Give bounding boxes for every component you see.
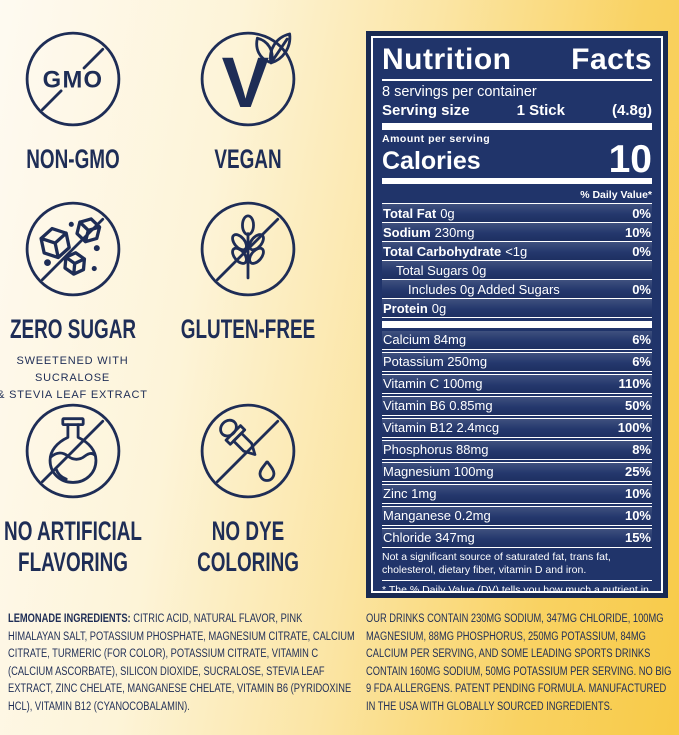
nutrient-row: Total Sugars 0g (382, 261, 652, 280)
nutrient-name: Sodium (383, 224, 431, 240)
mineral-row: Manganese 0.2mg 10% (382, 505, 652, 526)
nutrient-amount: Includes 0g Added Sugars (408, 281, 560, 297)
nutrient-daily-value: 0% (632, 243, 651, 259)
svg-text:V: V (221, 43, 269, 123)
electrolyte-claims-paragraph: OUR DRINKS CONTAIN 230MG SODIUM, 347MG C… (366, 613, 672, 713)
mineral-name: Potassium 250mg (383, 354, 488, 369)
mineral-daily-value: 110% (618, 376, 651, 391)
mineral-daily-value: 25% (624, 464, 651, 479)
mineral-rows: Calcium 84mg 6% Potassium 250mg 6% Vitam… (382, 330, 652, 548)
panel-title: Nutrition Facts (382, 43, 652, 81)
mineral-daily-value: 10% (624, 486, 651, 501)
badge-row-2: ZERO SUGAR SWEETENED WITH SUCRALOSE & ST… (0, 198, 370, 404)
badge-label: VEGAN (213, 144, 282, 174)
mineral-name: Vitamin B12 2.4mcg (383, 420, 500, 435)
mineral-name: Manganese 0.2mg (383, 508, 491, 523)
serving-size-row: Serving size 1 Stick (4.8g) (382, 101, 652, 120)
mineral-row: Calcium 84mg 6% (382, 330, 652, 350)
dropper-crossed-icon (200, 403, 295, 499)
nutrient-row: Protein 0g (382, 299, 652, 318)
ingredients-text: CITRIC ACID, NATURAL FLAVOR, PINK HIMALA… (8, 613, 355, 713)
nutrient-name: Protein (383, 300, 428, 316)
calories-value: 10 (608, 137, 652, 181)
serving-size-weight: (4.8g) (611, 102, 652, 119)
calories-label: Calories (382, 146, 481, 175)
daily-value-header: % Daily Value* (382, 187, 652, 204)
thick-divider (382, 123, 652, 130)
nutrient-amount: Total Sugars 0g (396, 262, 487, 278)
badge-label: ZERO SUGAR (9, 314, 136, 344)
main-rows: Total Fat 0g 0% Sodium 230mg 10% Total Car… (382, 204, 652, 318)
badge-zero-sugar: ZERO SUGAR SWEETENED WITH SUCRALOSE & ST… (0, 198, 160, 404)
badge-non-gmo: GMO NON-GMO (0, 28, 160, 175)
nutrient-row: Sodium 230mg 10% (382, 223, 652, 242)
nutrient-amount: <1g (505, 243, 528, 259)
badge-label: NO ARTIFICIAL FLAVORING (3, 516, 142, 578)
badge-label: NO DYE COLORING (196, 516, 299, 578)
mineral-name: Magnesium 100mg (383, 464, 494, 479)
mineral-daily-value: 10% (624, 508, 651, 523)
thick-divider (382, 321, 652, 328)
mineral-name: Zinc 1mg (383, 486, 437, 501)
sugar-cubes-crossed-icon (25, 201, 120, 297)
badge-vegan: V VEGAN (160, 28, 335, 175)
badge-row-3: NO ARTIFICIAL FLAVORING NO DYE COLORING (0, 400, 370, 578)
svg-text:GMO: GMO (42, 67, 103, 94)
nutrient-daily-value: 10% (624, 224, 651, 240)
nutrient-name: Total Fat (383, 205, 437, 221)
badge-no-artificial-flavoring: NO ARTIFICIAL FLAVORING (0, 400, 160, 578)
mineral-daily-value: 6% (632, 354, 651, 369)
mineral-name: Phosphorus 88mg (383, 442, 489, 457)
mineral-daily-value: 6% (632, 332, 651, 347)
badge-label: GLUTEN-FREE (180, 314, 315, 344)
mineral-name: Calcium 84mg (383, 332, 467, 347)
wheat-crossed-icon (200, 201, 295, 297)
mineral-row: Vitamin B12 2.4mcg 100% (382, 417, 652, 438)
nutrient-amount: 230mg (434, 224, 475, 240)
mineral-name: Chloride 347mg (383, 530, 475, 545)
nutrient-row: Total Fat 0g 0% (382, 204, 652, 223)
mineral-name: Vitamin C 100mg (383, 376, 483, 391)
mineral-daily-value: 100% (617, 420, 651, 435)
nutrient-row: Total Carbohydrate <1g 0% (382, 242, 652, 261)
thick-divider (382, 177, 652, 184)
mineral-row: Vitamin C 100mg 110% (382, 373, 652, 394)
mineral-row: Zinc 1mg 10% (382, 483, 652, 504)
badge-label: NON-GMO (25, 144, 120, 174)
mineral-row: Potassium 250mg 6% (382, 351, 652, 372)
amount-per-serving: Amount per serving (382, 132, 491, 145)
nutrient-row: Includes 0g Added Sugars 0% (382, 280, 652, 299)
serving-size-value: 1 Stick (516, 102, 565, 119)
daily-value-footnote: * The % Daily Value (DV) tells you how m… (382, 583, 649, 593)
gmo-crossed-icon: GMO (25, 31, 120, 127)
mineral-row: Phosphorus 88mg 8% (382, 439, 652, 460)
badge-no-dye-coloring: NO DYE COLORING (160, 400, 335, 578)
nutrient-daily-value: 0% (632, 205, 651, 221)
nutrient-amount: 0g (440, 205, 455, 221)
mineral-name: Vitamin B6 0.85mg (383, 398, 493, 413)
nutrient-name: Total Carbohydrate (383, 243, 502, 259)
flask-crossed-icon (25, 403, 120, 499)
nutrient-daily-value: 0% (632, 281, 651, 297)
vegan-v-leaf-icon: V (200, 31, 295, 127)
mineral-row: Vitamin B6 0.85mg 50% (382, 395, 652, 416)
mineral-daily-value: 8% (632, 442, 651, 457)
nutrient-amount: 0g (431, 300, 447, 316)
mineral-row: Chloride 347mg 15% (382, 527, 652, 548)
ingredients-lead: LEMONADE INGREDIENTS: (8, 613, 131, 625)
badge-gluten-free: GLUTEN-FREE (160, 198, 335, 404)
servings-per-container: 8 servings per container (382, 84, 537, 100)
zero-sugar-sublabel: SWEETENED WITH SUCRALOSE & STEVIA LEAF E… (0, 355, 148, 402)
mineral-daily-value: 15% (624, 530, 651, 545)
nutrition-facts-panel: Nutrition Facts 8 servings per container… (371, 36, 663, 593)
not-significant-note: Not a significant source of saturated fa… (382, 548, 652, 581)
calories-row: Calories 10 (382, 137, 652, 181)
mineral-daily-value: 50% (624, 398, 651, 413)
serving-size-label: Serving size (382, 102, 470, 119)
ingredients-paragraph: LEMONADE INGREDIENTS: CITRIC ACID, NATUR… (8, 611, 356, 716)
badge-row-1: GMO NON-GMO V VEGAN (0, 28, 370, 175)
mineral-row: Magnesium 100mg 25% (382, 461, 652, 482)
